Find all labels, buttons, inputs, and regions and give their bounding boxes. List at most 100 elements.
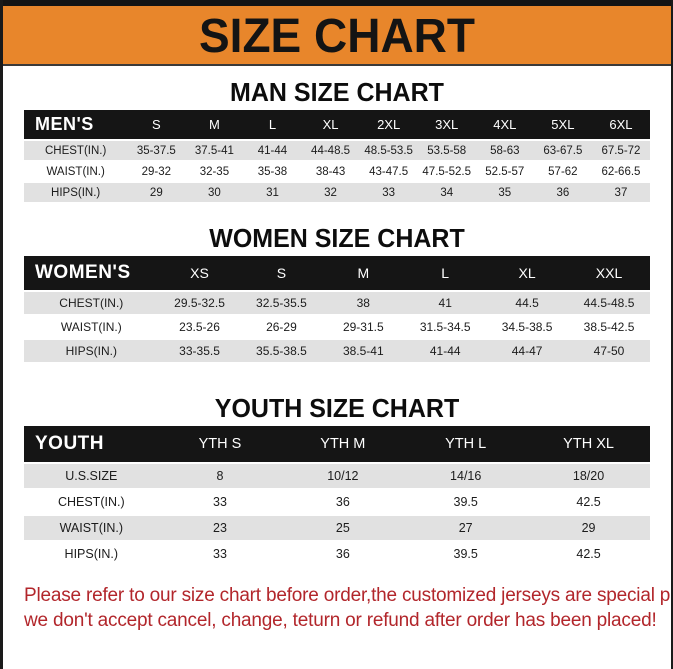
size-value: 18/20 <box>527 464 650 488</box>
table-corner-label: WOMEN'S <box>24 256 159 290</box>
size-column-header: YTH XL <box>527 426 650 462</box>
order-notice-line-1: Please refer to our size chart before or… <box>24 585 673 606</box>
size-value: 57-62 <box>533 162 592 181</box>
size-value: 33-35.5 <box>158 340 241 362</box>
size-value: 32-35 <box>185 162 244 181</box>
size-value: 26-29 <box>240 316 323 338</box>
size-value: 31.5-34.5 <box>404 316 487 338</box>
size-value: 38.5-41 <box>322 340 405 362</box>
size-value: 29-32 <box>127 162 186 181</box>
size-value: 34.5-38.5 <box>486 316 569 338</box>
size-value: 58-63 <box>475 141 534 160</box>
measurement-label: CHEST(IN.) <box>24 292 159 314</box>
size-value: 41-44 <box>404 340 487 362</box>
table-row: HIPS(IN.) 33 36 39.5 42.5 <box>24 542 650 566</box>
youth-section-heading: YOUTH SIZE CHART <box>214 394 460 424</box>
measurement-label: WAIST(IN.) <box>24 516 159 540</box>
size-column-header: XXL <box>568 256 650 290</box>
size-value: 36 <box>281 542 405 566</box>
size-value: 14/16 <box>404 464 528 488</box>
size-column-header: S <box>240 256 323 290</box>
size-value: 41 <box>404 292 487 314</box>
measurement-label: HIPS(IN.) <box>24 542 159 566</box>
table-corner-label: MEN'S <box>24 110 128 139</box>
size-column-header: YTH M <box>281 426 405 462</box>
size-value: 36 <box>281 490 405 514</box>
size-value: 34 <box>417 183 476 202</box>
size-value: 33 <box>158 490 282 514</box>
size-value: 43-47.5 <box>359 162 418 181</box>
table-header-row: YOUTH YTH S YTH M YTH L YTH XL <box>24 426 650 462</box>
order-notice: Please refer to our size chart before or… <box>3 583 671 633</box>
table-row: HIPS(IN.) 29 30 31 32 33 34 35 36 37 <box>24 183 650 202</box>
measurement-label: HIPS(IN.) <box>24 183 128 202</box>
table-row: WAIST(IN.) 29-32 32-35 35-38 38-43 43-47.5 47.… <box>24 162 650 181</box>
table-row: WAIST(IN.) 23.5-26 26-29 29-31.5 31.5-34.5 34… <box>24 316 650 338</box>
size-value: 29 <box>527 516 650 540</box>
size-value: 25 <box>281 516 405 540</box>
size-value: 67.5-72 <box>591 141 650 160</box>
size-column-header: YTH L <box>404 426 528 462</box>
size-value: 39.5 <box>404 542 528 566</box>
size-column-header: XS <box>158 256 241 290</box>
table-row: WAIST(IN.) 23 25 27 29 <box>24 516 650 540</box>
size-value: 29 <box>127 183 186 202</box>
size-value: 32.5-35.5 <box>240 292 323 314</box>
size-column-header: 6XL <box>591 110 650 139</box>
size-value: 33 <box>359 183 418 202</box>
table-row: U.S.SIZE 8 10/12 14/16 18/20 <box>24 464 650 488</box>
size-value: 31 <box>243 183 302 202</box>
banner: SIZE CHART <box>3 0 671 66</box>
table-header-row: MEN'S S M L XL 2XL 3XL 4XL 5XL 6XL <box>24 110 650 139</box>
size-column-header: XL <box>301 110 360 139</box>
size-value: 53.5-58 <box>417 141 476 160</box>
order-notice-line-2: we don't accept cancel, change, teturn o… <box>24 610 657 632</box>
size-column-header: YTH S <box>158 426 282 462</box>
size-value: 44-47 <box>486 340 569 362</box>
size-value: 29-31.5 <box>322 316 405 338</box>
size-value: 38-43 <box>301 162 360 181</box>
size-value: 23 <box>158 516 282 540</box>
women-size-table: WOMEN'S XS S M L XL XXL CHEST(IN.) 29.5-32.5 32.5… <box>24 254 650 364</box>
size-value: 29.5-32.5 <box>158 292 241 314</box>
youth-size-table: YOUTH YTH S YTH M YTH L YTH XL U.S.SIZE 8 10/12… <box>24 424 650 568</box>
size-value: 42.5 <box>527 542 650 566</box>
size-value: 35-37.5 <box>127 141 186 160</box>
size-column-header: 2XL <box>359 110 418 139</box>
size-value: 33 <box>158 542 282 566</box>
size-value: 44.5 <box>486 292 569 314</box>
size-value: 30 <box>185 183 244 202</box>
size-value: 47.5-52.5 <box>417 162 476 181</box>
measurement-label: HIPS(IN.) <box>24 340 159 362</box>
size-column-header: M <box>322 256 405 290</box>
size-column-header: L <box>404 256 487 290</box>
size-column-header: 3XL <box>417 110 476 139</box>
table-corner-label: YOUTH <box>24 426 159 462</box>
size-value: 35-38 <box>243 162 302 181</box>
size-value: 37.5-41 <box>185 141 244 160</box>
size-value: 8 <box>158 464 282 488</box>
size-value: 41-44 <box>243 141 302 160</box>
size-value: 47-50 <box>568 340 650 362</box>
size-value: 36 <box>533 183 592 202</box>
size-value: 35 <box>475 183 534 202</box>
measurement-label: CHEST(IN.) <box>24 141 128 160</box>
women-section-heading: WOMEN SIZE CHART <box>209 224 465 254</box>
size-value: 37 <box>591 183 650 202</box>
size-column-header: 5XL <box>533 110 592 139</box>
table-header-row: WOMEN'S XS S M L XL XXL <box>24 256 650 290</box>
size-value: 62-66.5 <box>591 162 650 181</box>
table-row: CHEST(IN.) 29.5-32.5 32.5-35.5 38 41 44.5 44.5… <box>24 292 650 314</box>
measurement-label: WAIST(IN.) <box>24 316 159 338</box>
size-value: 48.5-53.5 <box>359 141 418 160</box>
measurement-label: U.S.SIZE <box>24 464 159 488</box>
size-value: 63-67.5 <box>533 141 592 160</box>
size-column-header: L <box>243 110 302 139</box>
size-column-header: XL <box>486 256 569 290</box>
size-value: 38.5-42.5 <box>568 316 650 338</box>
size-value: 44.5-48.5 <box>568 292 650 314</box>
size-value: 52.5-57 <box>475 162 534 181</box>
size-value: 39.5 <box>404 490 528 514</box>
table-row: HIPS(IN.) 33-35.5 35.5-38.5 38.5-41 41-44 44-… <box>24 340 650 362</box>
